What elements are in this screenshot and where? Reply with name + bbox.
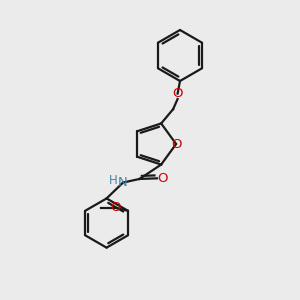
Text: O: O <box>171 137 181 151</box>
Text: O: O <box>110 201 121 214</box>
Text: O: O <box>157 172 168 185</box>
Text: N: N <box>118 176 128 189</box>
Text: O: O <box>172 87 183 100</box>
Text: H: H <box>109 174 118 187</box>
